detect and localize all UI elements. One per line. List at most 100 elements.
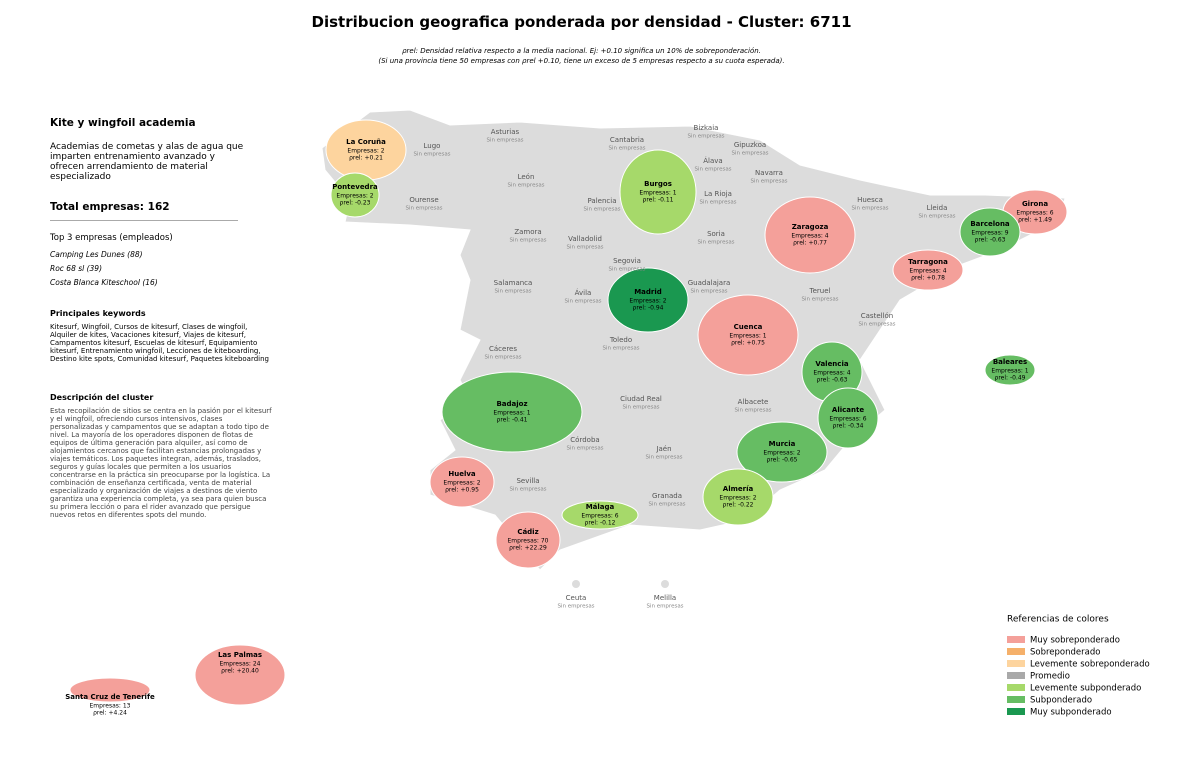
province-rho: ρrel: -0.63 bbox=[975, 237, 1006, 244]
province-count: Empresas: 2 bbox=[443, 480, 480, 487]
province-note: Sin empresas bbox=[507, 183, 544, 189]
province bbox=[984, 354, 1036, 386]
province-note: Sin empresas bbox=[566, 245, 603, 251]
province-name: Teruel bbox=[809, 287, 831, 295]
province-name: Málaga bbox=[586, 503, 615, 511]
province-note: Sin empresas bbox=[557, 604, 594, 610]
province-count: Empresas: 6 bbox=[581, 513, 618, 520]
province bbox=[817, 387, 879, 449]
province bbox=[441, 371, 583, 453]
description-heading: Descripción del cluster bbox=[50, 392, 154, 402]
province-name: Álava bbox=[703, 156, 722, 165]
province-name: Badajoz bbox=[496, 400, 527, 408]
keywords-heading: Principales keywords bbox=[50, 308, 146, 318]
province-name: Lugo bbox=[424, 142, 441, 150]
province-name: La Rioja bbox=[704, 190, 732, 198]
province-note: Sin empresas bbox=[646, 604, 683, 610]
province-name: Baleares bbox=[993, 358, 1027, 366]
province-rho: ρrel: +1.49 bbox=[1018, 217, 1052, 224]
province bbox=[702, 468, 774, 526]
province-name: Albacete bbox=[738, 398, 769, 406]
province bbox=[697, 294, 799, 376]
province-count: Empresas: 24 bbox=[220, 661, 261, 668]
province-name: Ceuta bbox=[566, 594, 587, 602]
province-name: Barcelona bbox=[970, 220, 1010, 228]
province bbox=[561, 500, 639, 530]
province-name: Madrid bbox=[634, 288, 662, 296]
province-count: Empresas: 70 bbox=[508, 538, 549, 545]
province-count: Empresas: 4 bbox=[813, 370, 850, 377]
province-name: Ourense bbox=[409, 196, 438, 204]
province bbox=[736, 421, 828, 483]
legend-label: Muy sobreponderado bbox=[1030, 636, 1120, 646]
top-item: Roc 68 sl (39) bbox=[50, 263, 103, 273]
province bbox=[572, 580, 580, 588]
province-note: Sin empresas bbox=[687, 134, 724, 140]
province-name: Valladolid bbox=[568, 235, 602, 243]
province-name: Ciudad Real bbox=[620, 395, 662, 403]
province-count: Empresas: 9 bbox=[971, 230, 1008, 237]
legend-label: Sobreponderado bbox=[1030, 648, 1100, 658]
province-name: Guadalajara bbox=[688, 279, 731, 287]
province-name: Cuenca bbox=[734, 323, 763, 331]
legend-title: Referencias de colores bbox=[1007, 615, 1109, 625]
province-name: Cádiz bbox=[517, 528, 538, 536]
legend-swatch bbox=[1007, 648, 1025, 655]
province-name: Toledo bbox=[609, 336, 632, 344]
province-name: Soria bbox=[707, 230, 725, 238]
province-note: Sin empresas bbox=[648, 502, 685, 508]
province-rho: ρrel: +0.95 bbox=[445, 487, 479, 494]
province-name: Almería bbox=[723, 485, 754, 493]
province-note: Sin empresas bbox=[851, 206, 888, 212]
province-rho: ρrel: +0.21 bbox=[349, 155, 383, 162]
legend-swatch bbox=[1007, 708, 1025, 715]
province-name: Valencia bbox=[815, 360, 848, 368]
province-name: Salamanca bbox=[494, 279, 533, 287]
province-count: Empresas: 6 bbox=[829, 416, 866, 423]
province bbox=[69, 677, 151, 703]
cluster-name: Kite y wingfoil academia bbox=[50, 117, 196, 129]
province-count: Empresas: 13 bbox=[90, 703, 131, 710]
province-count: Empresas: 4 bbox=[791, 233, 828, 240]
legend-swatch bbox=[1007, 660, 1025, 667]
province-name: Las Palmas bbox=[218, 651, 262, 659]
province-name: Palencia bbox=[588, 197, 617, 205]
province-rho: ρrel: +0.78 bbox=[911, 275, 945, 282]
province-note: Sin empresas bbox=[694, 167, 731, 173]
legend-swatch bbox=[1007, 684, 1025, 691]
province-note: Sin empresas bbox=[622, 405, 659, 411]
province-rho: ρrel: -0.34 bbox=[833, 423, 864, 430]
province-name: Jaén bbox=[655, 445, 671, 453]
province-rho: ρrel: -0.65 bbox=[767, 457, 798, 464]
province-name: Alicante bbox=[832, 406, 864, 414]
province-name: Santa Cruz de Tenerife bbox=[65, 693, 155, 701]
total: Total empresas: 162 bbox=[50, 201, 238, 221]
province bbox=[892, 249, 964, 291]
sidebar: Kite y wingfoil academia Academias de co… bbox=[50, 117, 275, 519]
province-note: Sin empresas bbox=[486, 138, 523, 144]
province-count: Empresas: 1 bbox=[639, 190, 676, 197]
province-name: Pontevedra bbox=[332, 183, 378, 191]
province-count: Empresas: 1 bbox=[493, 410, 530, 417]
legend-label: Levemente subponderado bbox=[1030, 684, 1141, 694]
legend-swatch bbox=[1007, 672, 1025, 679]
province-rho: ρrel: -0.12 bbox=[585, 520, 616, 527]
province-count: Empresas: 2 bbox=[763, 450, 800, 457]
province-name: Ávila bbox=[575, 288, 592, 297]
province-note: Sin empresas bbox=[697, 240, 734, 246]
provinces bbox=[69, 119, 1068, 706]
province-note: Sin empresas bbox=[509, 238, 546, 244]
keywords: Kitesurf, Wingfoil, Cursos de kitesurf, … bbox=[50, 322, 269, 363]
province-count: Empresas: 2 bbox=[719, 495, 756, 502]
subtitle: ρrel: Densidad relativa respecto a la me… bbox=[402, 47, 761, 55]
province bbox=[764, 196, 856, 274]
top-item: Costa Blanca Kiteschool (16) bbox=[50, 277, 158, 287]
province bbox=[194, 644, 286, 706]
province-name: Sevilla bbox=[516, 477, 539, 485]
province-name: León bbox=[518, 173, 535, 181]
province-name: Huelva bbox=[448, 470, 476, 478]
province-rho: ρrel: -0.63 bbox=[817, 377, 848, 384]
